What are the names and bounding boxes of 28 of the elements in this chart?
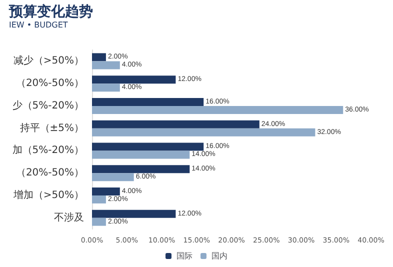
- bar: [92, 106, 344, 114]
- bar: [92, 53, 106, 62]
- y-tick-label: （20%-50%）: [16, 78, 84, 90]
- y-tick-label: 增加（>50%）: [12, 188, 84, 201]
- y-tick-label: 减少（>50%）: [13, 54, 84, 67]
- bar: [92, 173, 134, 182]
- y-tick-label: 不涉及: [54, 211, 84, 224]
- bar: [92, 210, 176, 218]
- chart-subtitle: IEW • BUDGET: [9, 20, 68, 30]
- legend-label: 国际: [176, 252, 192, 260]
- legend-label: 国内: [212, 252, 228, 260]
- bar: [92, 218, 106, 226]
- bar: [92, 98, 204, 106]
- bar: [92, 187, 120, 196]
- bar: [92, 195, 106, 204]
- bar: [92, 165, 190, 174]
- bar: [92, 150, 190, 159]
- bar: [92, 76, 176, 84]
- y-tick-label: 持平（±5%）: [20, 122, 84, 134]
- bar: [92, 84, 120, 92]
- y-tick-label: 少（5%-20%）: [12, 99, 84, 112]
- bar: [92, 120, 260, 128]
- bar: [92, 61, 120, 70]
- bar: [92, 128, 316, 136]
- y-tick-label: 加（5%-20%）: [12, 144, 84, 156]
- bar: [92, 142, 204, 151]
- chart-title: 预算变化趋势: [8, 3, 93, 20]
- y-tick-label: （20%-50%）: [16, 168, 84, 179]
